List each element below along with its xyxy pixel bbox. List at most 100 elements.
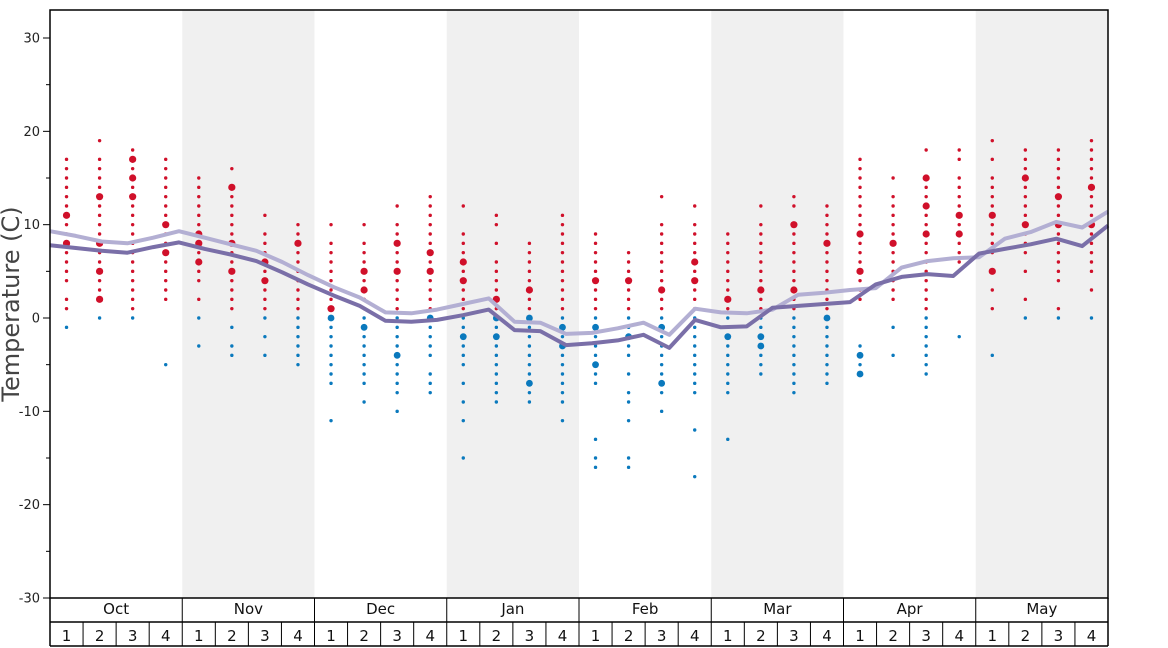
warm-dot	[164, 269, 168, 274]
warm-dot	[164, 176, 168, 180]
warm-dot-large	[856, 267, 864, 275]
week-label: 4	[1087, 627, 1097, 645]
warm-dot	[1089, 260, 1094, 264]
warm-dot	[130, 260, 135, 264]
warm-dot	[395, 260, 399, 264]
warm-dot	[1056, 166, 1061, 171]
warm-dot	[858, 157, 862, 162]
warm-dot	[924, 222, 928, 227]
cold-dot	[693, 381, 697, 386]
cold-dot	[693, 344, 697, 348]
warm-dot	[64, 269, 69, 274]
warm-dot-large	[955, 230, 963, 238]
week-label: 2	[95, 627, 105, 645]
week-label: 3	[260, 627, 270, 645]
warm-dot	[759, 250, 763, 255]
warm-dot-large	[922, 230, 930, 238]
month-label: Oct	[103, 600, 129, 618]
warm-dot-large	[129, 193, 137, 201]
cold-dot-large	[526, 314, 533, 322]
warm-dot	[230, 222, 234, 227]
warm-dot-large	[757, 286, 765, 294]
week-label: 4	[822, 627, 832, 645]
cold-dot	[197, 316, 201, 320]
warm-dot	[64, 185, 69, 190]
warm-dot	[395, 306, 399, 311]
warm-dot	[428, 297, 432, 302]
cold-dot	[395, 372, 399, 376]
cold-dot-large	[856, 351, 864, 359]
warm-dot	[64, 157, 69, 162]
warm-dot	[230, 288, 234, 292]
warm-dot	[395, 278, 399, 283]
warm-dot-large	[459, 277, 467, 285]
warm-dot	[164, 166, 168, 171]
warm-dot	[792, 194, 796, 199]
warm-dot-large	[195, 258, 203, 266]
cold-dot	[296, 353, 300, 358]
cold-dot	[626, 465, 631, 470]
warm-dot	[64, 176, 69, 180]
week-label: 3	[1054, 627, 1064, 645]
warm-dot	[230, 278, 234, 283]
cold-dot	[494, 362, 499, 367]
warm-dot	[693, 241, 697, 246]
warm-dot	[428, 222, 432, 227]
cold-dot	[527, 400, 532, 404]
warm-dot	[659, 194, 664, 199]
warm-dot	[891, 204, 895, 208]
cold-dot	[494, 325, 499, 330]
cold-dot	[130, 316, 135, 320]
warm-dot	[296, 288, 300, 292]
warm-dot	[1056, 185, 1061, 190]
week-label: 3	[525, 627, 535, 645]
cold-dot-large	[757, 342, 765, 350]
week-label: 3	[657, 627, 667, 645]
week-label: 1	[855, 627, 865, 645]
cold-dot	[461, 381, 465, 386]
warm-dot	[329, 250, 333, 255]
cold-dot	[230, 344, 234, 348]
cold-dot	[626, 456, 631, 460]
cold-dot	[626, 344, 631, 348]
warm-dot	[1089, 232, 1094, 236]
warm-dot	[759, 260, 763, 264]
warm-dot	[693, 297, 697, 302]
warm-dot	[97, 185, 102, 190]
week-label: 1	[591, 627, 601, 645]
cold-dot	[693, 334, 697, 339]
cold-dot-large	[393, 351, 401, 359]
warm-dot	[1056, 260, 1061, 264]
cold-dot	[726, 437, 730, 442]
warm-dot-large	[129, 155, 137, 163]
warm-dot	[164, 278, 168, 283]
cold-dot	[957, 334, 961, 339]
cold-dot	[593, 437, 598, 442]
cold-dot	[593, 353, 598, 358]
cold-dot	[825, 353, 829, 358]
warm-dot	[858, 166, 862, 171]
warm-dot	[560, 260, 565, 264]
warm-dot	[130, 185, 135, 190]
warm-dot	[659, 250, 664, 255]
warm-dot-large	[393, 239, 401, 247]
warm-dot-large	[95, 295, 104, 303]
warm-dot	[130, 269, 135, 274]
warm-dot-large	[889, 239, 897, 247]
warm-dot	[759, 297, 763, 302]
warm-dot	[825, 250, 829, 255]
lower-trend-line	[49, 224, 1110, 350]
cold-dot	[825, 325, 829, 330]
warm-dot	[428, 213, 432, 218]
cold-dot	[693, 362, 697, 367]
warm-dot	[1023, 297, 1028, 302]
cold-dot	[329, 381, 333, 386]
warm-dot	[560, 297, 565, 302]
month-label: Mar	[763, 600, 792, 618]
cold-dot	[461, 456, 465, 460]
warm-dot	[1089, 250, 1094, 255]
cold-dot	[527, 325, 532, 330]
cold-dot-large	[757, 333, 765, 341]
warm-dot	[1089, 288, 1094, 292]
cold-dot-large	[592, 323, 599, 331]
